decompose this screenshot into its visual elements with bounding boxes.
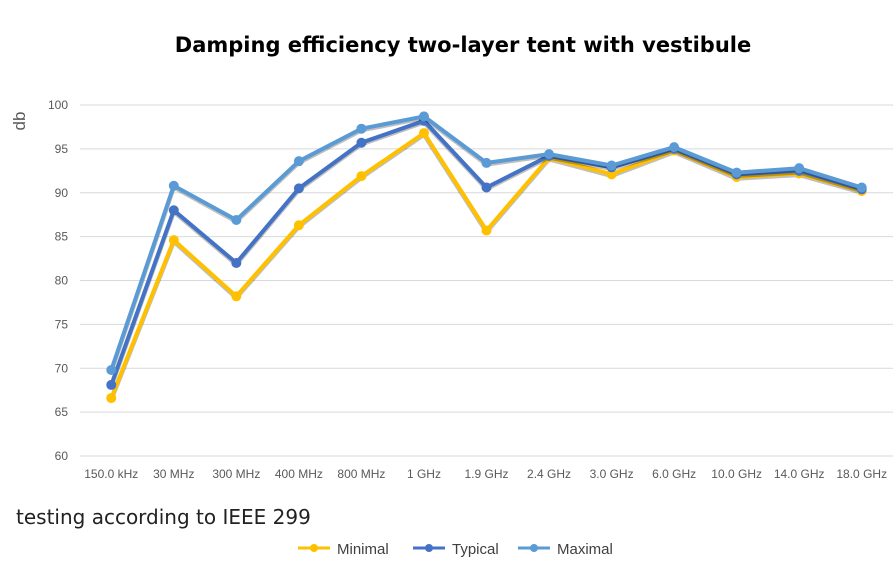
data-point: [168, 235, 179, 246]
x-tick-label: 2.4 GHz: [527, 467, 571, 481]
gridlines: [80, 104, 893, 457]
data-point: [293, 183, 304, 194]
data-point: [544, 149, 555, 160]
series-maximal: [106, 111, 867, 376]
y-axis-label: db: [10, 112, 29, 131]
x-tick-label: 6.0 GHz: [652, 467, 696, 481]
x-tick-label: 14.0 GHz: [774, 467, 825, 481]
y-tick-label: 70: [55, 361, 69, 375]
data-point: [231, 257, 242, 268]
series-line-shadow: [109, 115, 863, 373]
legend: Minimal Typical Maximal: [298, 541, 613, 558]
x-tick-labels: 150.0 kHz 30 MHz 300 MHz 400 MHz 800 MHz 1 GH…: [84, 467, 887, 481]
x-tick-label: 1 GHz: [407, 467, 441, 481]
data-point: [106, 365, 117, 376]
x-tick-label: 300 MHz: [212, 467, 260, 481]
data-point: [106, 379, 117, 390]
legend-item: Typical: [413, 541, 499, 558]
data-point: [606, 160, 617, 171]
legend-marker: [425, 544, 433, 552]
data-point: [231, 291, 242, 302]
data-point: [293, 220, 304, 231]
data-point: [356, 137, 367, 148]
x-tick-label: 10.0 GHz: [711, 467, 762, 481]
data-point: [794, 163, 805, 174]
series-lines: [106, 111, 867, 404]
x-tick-label: 1.9 GHz: [464, 467, 508, 481]
y-tick-label: 65: [55, 405, 69, 419]
data-point: [356, 123, 367, 134]
series-typical: [106, 115, 867, 390]
y-tick-label: 90: [55, 186, 69, 200]
data-point: [481, 182, 492, 193]
y-tick-label: 85: [55, 230, 69, 244]
data-point: [293, 156, 304, 167]
x-tick-label: 400 MHz: [275, 467, 323, 481]
x-tick-label: 18.0 GHz: [836, 467, 887, 481]
data-point: [106, 393, 117, 404]
data-point: [731, 167, 742, 178]
legend-marker: [310, 544, 318, 552]
x-tick-label: 30 MHz: [153, 467, 194, 481]
legend-label: Typical: [452, 541, 499, 558]
data-point: [168, 180, 179, 191]
series-line: [109, 114, 863, 371]
chart-title: Damping efficiency two-layer tent with v…: [175, 33, 751, 57]
legend-label: Minimal: [337, 541, 389, 558]
data-point: [168, 205, 179, 216]
y-tick-label: 75: [55, 317, 69, 331]
testing-note: testing according to IEEE 299: [16, 505, 311, 529]
y-tick-labels: 60 65 70 75 80 85 90 95 100: [48, 98, 68, 463]
data-point: [669, 142, 680, 153]
x-tick-label: 3.0 GHz: [590, 467, 634, 481]
data-point: [231, 214, 242, 225]
y-tick-label: 80: [55, 274, 69, 288]
data-point: [418, 111, 429, 122]
data-point: [481, 157, 492, 168]
y-tick-label: 95: [55, 142, 69, 156]
legend-label: Maximal: [557, 541, 613, 558]
data-point: [418, 128, 429, 139]
data-point: [481, 225, 492, 236]
data-point: [356, 171, 367, 182]
legend-item: Maximal: [518, 541, 613, 558]
y-tick-label: 60: [55, 449, 69, 463]
legend-marker: [530, 544, 538, 552]
x-tick-label: 800 MHz: [337, 467, 385, 481]
y-tick-label: 100: [48, 98, 68, 112]
legend-item: Minimal: [298, 541, 389, 558]
data-point: [856, 182, 867, 193]
x-tick-label: 150.0 kHz: [84, 467, 138, 481]
